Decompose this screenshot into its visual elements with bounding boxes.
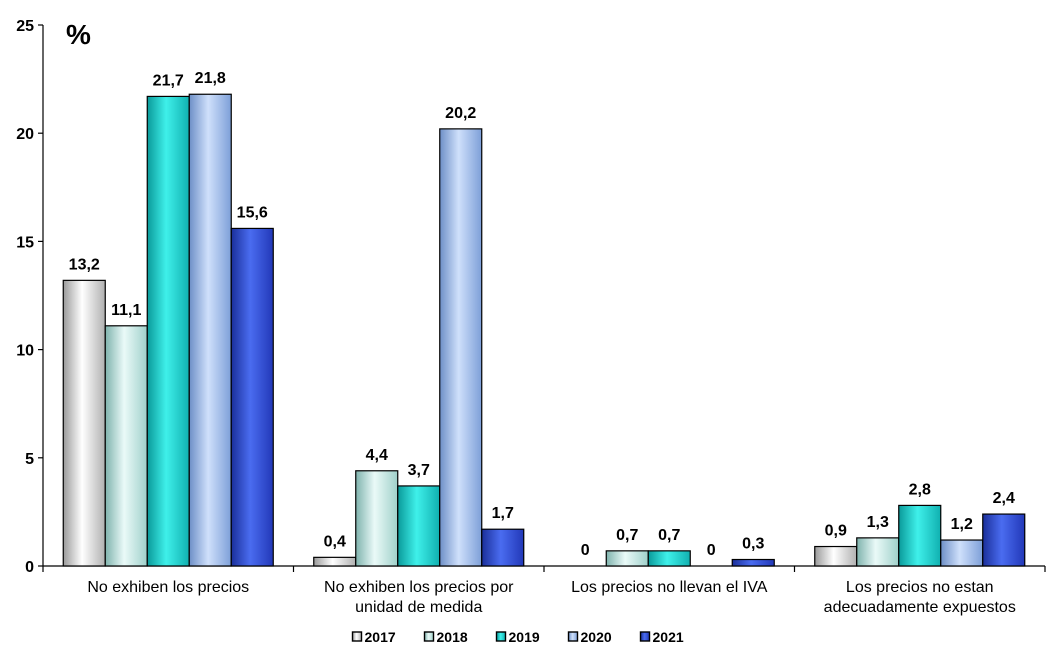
bar-2020-cat-2	[439, 128, 483, 567]
legend-label-2020: 2020	[581, 629, 612, 645]
y-tick-label: 0	[25, 559, 34, 576]
bar-2018-cat-1	[104, 325, 148, 567]
bar-2021-cat-3	[731, 558, 775, 567]
legend-label-2019: 2019	[509, 629, 540, 645]
data-label-2019-cat-1: 21,7	[153, 72, 184, 89]
legend-label-2017: 2017	[365, 629, 396, 645]
bar-2020-cat-1	[188, 93, 232, 567]
y-tick-label: 25	[16, 18, 34, 35]
bar-2021-cat-1	[230, 227, 274, 567]
data-label-2018-cat-3: 0,7	[616, 527, 638, 544]
data-label-2020-cat-2: 20,2	[445, 105, 476, 122]
y-tick-label: 20	[16, 126, 34, 143]
data-label-2020-cat-4: 1,2	[951, 516, 973, 533]
category-label: unidad de medida	[355, 599, 482, 616]
bar-2018-cat-3	[605, 550, 649, 567]
bar-2017-cat-1	[62, 279, 106, 567]
data-label-2017-cat-1: 13,2	[69, 256, 100, 273]
legend: 2017 2018 2019 2020 2021	[351, 629, 684, 645]
bar-2017-cat-4	[814, 545, 858, 567]
bar-2019-cat-4	[898, 504, 942, 567]
bar-2019-cat-3	[647, 550, 691, 567]
legend-swatch-2017	[351, 631, 363, 642]
data-label-2018-cat-4: 1,3	[867, 514, 889, 531]
category-label: No exhiben los precios por	[324, 579, 514, 596]
bar-2018-cat-2	[355, 470, 399, 567]
bar-2019-cat-1	[146, 95, 190, 567]
bar-2021-cat-4	[982, 513, 1026, 567]
data-label-2018-cat-2: 4,4	[366, 447, 388, 464]
bars	[62, 93, 1026, 567]
data-label-2020-cat-3: 0	[707, 542, 716, 559]
category-label: Los precios no llevan el IVA	[571, 579, 768, 596]
data-label-2019-cat-2: 3,7	[408, 462, 430, 479]
legend-swatch-2019	[495, 631, 507, 642]
data-label-2021-cat-4: 2,4	[993, 490, 1015, 507]
bar-2018-cat-4	[856, 537, 900, 567]
bar-2021-cat-2	[481, 528, 525, 567]
y-unit-label: %	[66, 19, 91, 50]
data-label-2021-cat-3: 0,3	[742, 536, 764, 553]
y-tick-label: 10	[16, 343, 34, 360]
data-label-2019-cat-4: 2,8	[909, 481, 931, 498]
y-tick-label: 5	[25, 451, 34, 468]
data-labels: 13,2 11,1 21,7 21,8 15,6 0,4 4,4 3,7 20,2 1,7 0 0,7…	[69, 70, 1015, 559]
category-label: adecuadamente expuestos	[824, 599, 1016, 616]
legend-label-2018: 2018	[437, 629, 468, 645]
data-label-2017-cat-3: 0	[581, 542, 590, 559]
category-labels: No exhiben los precios No exhiben los pre…	[87, 579, 1016, 616]
data-label-2021-cat-2: 1,7	[492, 505, 514, 522]
category-label: Los precios no estan	[846, 579, 994, 596]
y-tick-label: 15	[16, 234, 34, 251]
bar-2019-cat-2	[397, 485, 441, 567]
legend-label-2021: 2021	[653, 629, 684, 645]
legend-swatch-2018	[423, 631, 435, 642]
legend-swatch-2021	[639, 631, 651, 642]
data-label-2019-cat-3: 0,7	[658, 527, 680, 544]
legend-swatch-2020	[567, 631, 579, 642]
category-label: No exhiben los precios	[87, 579, 249, 596]
data-label-2020-cat-1: 21,8	[195, 70, 226, 87]
data-label-2017-cat-2: 0,4	[324, 533, 346, 550]
bar-2020-cat-4	[940, 539, 984, 567]
data-label-2021-cat-1: 15,6	[237, 204, 268, 221]
data-label-2017-cat-4: 0,9	[825, 523, 847, 540]
data-label-2018-cat-1: 11,1	[111, 302, 141, 319]
bar-2017-cat-2	[313, 556, 357, 567]
